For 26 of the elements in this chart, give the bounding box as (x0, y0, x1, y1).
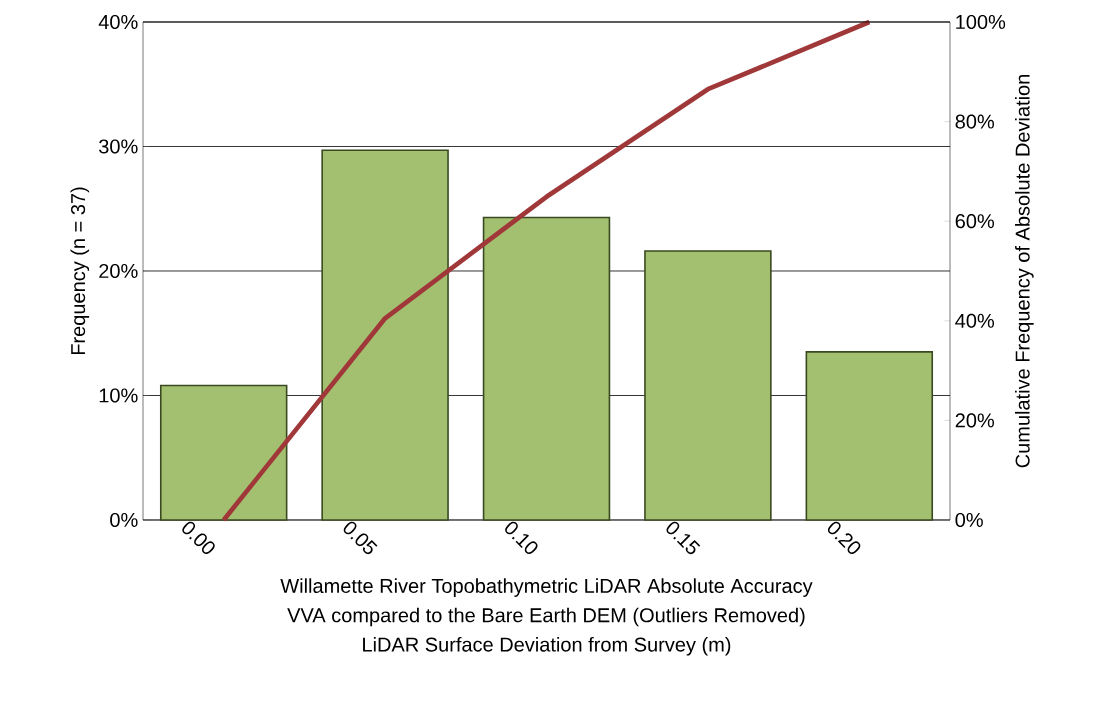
bar (805, 351, 934, 521)
bar (644, 250, 772, 521)
y2-tick-label: 40% (955, 313, 995, 328)
y-tick-label: 20% (99, 263, 138, 279)
y-tick-label: 10% (99, 388, 138, 403)
y-tick-label: 0% (110, 512, 138, 528)
y-tick-label: 40% (98, 14, 138, 30)
y2-tick-label: 20% (955, 413, 995, 428)
x-axis-title: LiDAR Surface Deviation from Survey (m) (363, 636, 731, 656)
y2-tick-label: 100% (956, 14, 1006, 30)
bar (321, 149, 449, 521)
y2-tick-label: 60% (955, 214, 995, 229)
bar (482, 216, 611, 521)
y-tick-label: 30% (99, 139, 138, 154)
y2-tick-label: 80% (955, 114, 995, 129)
bar (159, 384, 288, 521)
text: Willamette River Topobathymetric LiDAR Absolute Accuracy (280, 578, 813, 597)
y-axis-title: Frequency (n = 37) (70, 187, 90, 355)
x-tick-label: 0.00 (182, 521, 215, 555)
y2-tick-label: 0% (955, 512, 983, 528)
x-tick-label: 0.10 (505, 521, 538, 555)
x-tick-label: 0.20 (827, 521, 861, 555)
x-tick-label: 0.05 (343, 521, 378, 555)
text: VVA compared to the Bare Earth DEM (Outliers Removed) (287, 607, 805, 627)
y2-axis-title: Cumulative Frequency of Absolute Deviation (1015, 75, 1034, 468)
line-series (221, 19, 872, 523)
